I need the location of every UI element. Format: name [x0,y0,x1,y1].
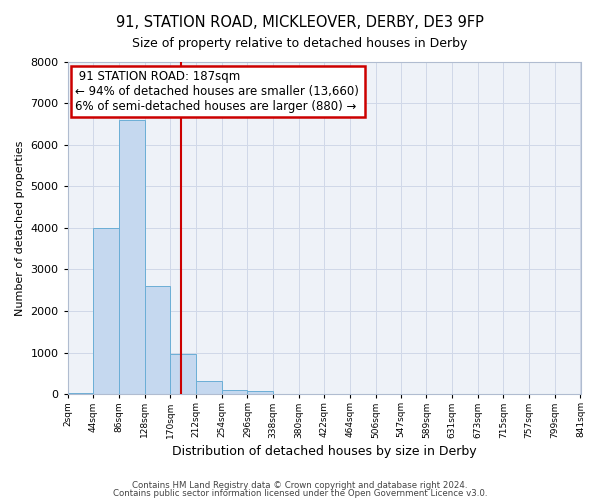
Bar [170,354,196,394]
Bar [145,286,170,394]
Text: Contains HM Land Registry data © Crown copyright and database right 2024.: Contains HM Land Registry data © Crown c… [132,480,468,490]
Bar [119,120,145,394]
Y-axis label: Number of detached properties: Number of detached properties [15,140,25,316]
X-axis label: Distribution of detached houses by size in Derby: Distribution of detached houses by size … [172,444,476,458]
Bar [222,390,247,394]
Bar [94,228,119,394]
Bar [247,392,273,394]
Bar [196,380,222,394]
Text: Size of property relative to detached houses in Derby: Size of property relative to detached ho… [133,38,467,51]
Bar [68,393,94,394]
Text: 91, STATION ROAD, MICKLEOVER, DERBY, DE3 9FP: 91, STATION ROAD, MICKLEOVER, DERBY, DE3… [116,15,484,30]
Text: 91 STATION ROAD: 187sqm
← 94% of detached houses are smaller (13,660)
6% of semi: 91 STATION ROAD: 187sqm ← 94% of detache… [76,70,361,113]
Text: Contains public sector information licensed under the Open Government Licence v3: Contains public sector information licen… [113,489,487,498]
